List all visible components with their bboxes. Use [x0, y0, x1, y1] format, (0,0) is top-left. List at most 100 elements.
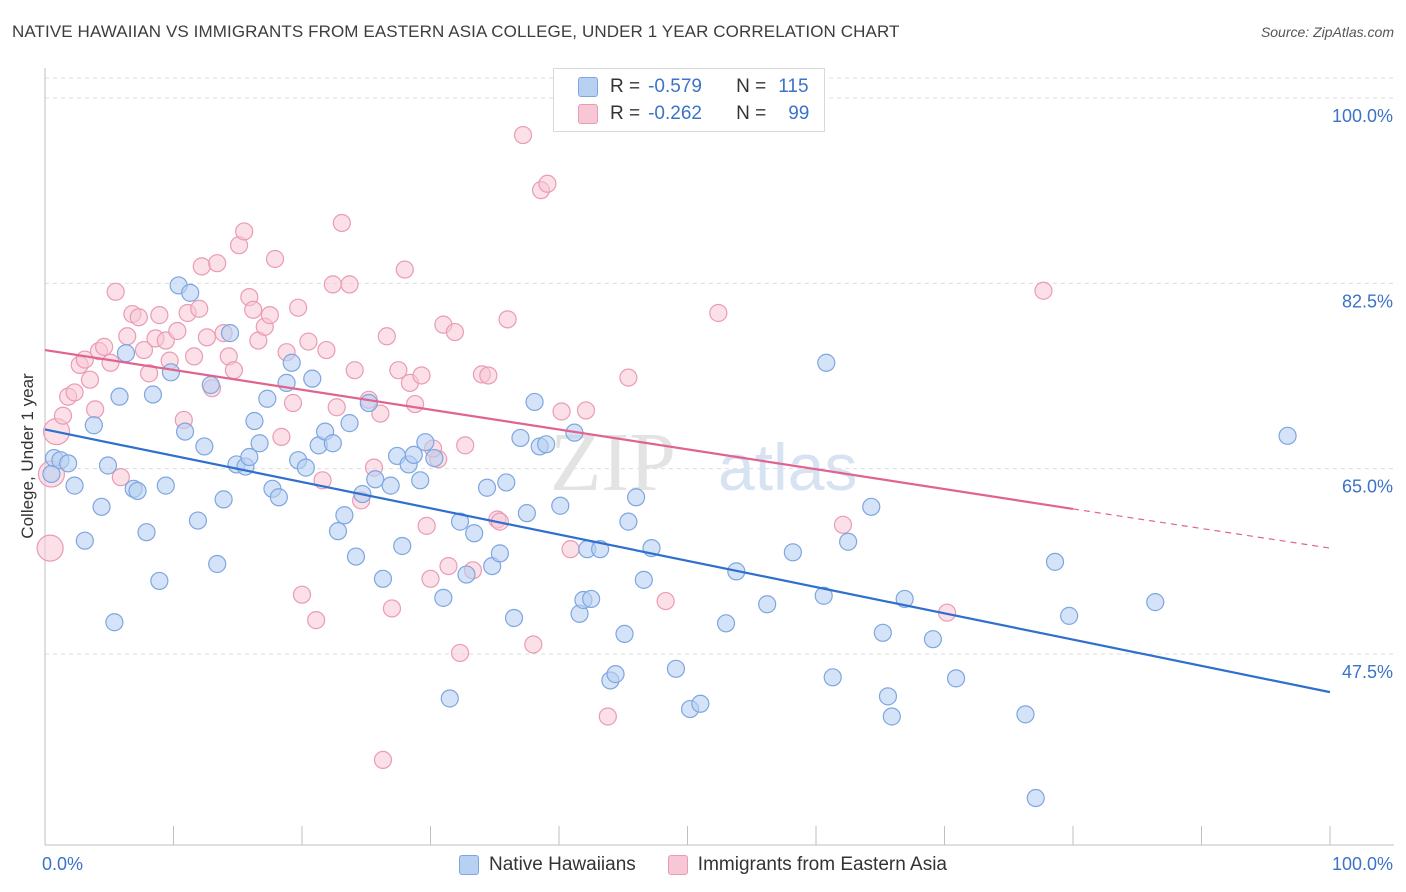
point-native-hawaiians — [691, 694, 710, 713]
point-native-hawaiians — [814, 586, 833, 605]
point-native-hawaiians — [511, 428, 530, 448]
point-immigrants-eastern-asia — [168, 321, 187, 341]
point-native-hawaiians — [619, 512, 638, 531]
point-native-hawaiians — [504, 608, 524, 628]
point-native-hawaiians — [477, 478, 497, 497]
x-tick-label: 100.0% — [1332, 854, 1393, 874]
legend-r-value: -0.262 — [648, 103, 702, 124]
point-immigrants-eastern-asia — [197, 328, 217, 347]
point-native-hawaiians — [946, 669, 966, 688]
point-native-hawaiians — [1060, 606, 1079, 625]
point-native-hawaiians — [615, 624, 634, 643]
point-immigrants-eastern-asia — [833, 515, 853, 534]
point-native-hawaiians — [817, 353, 836, 372]
point-native-hawaiians — [525, 392, 544, 412]
point-immigrants-eastern-asia — [299, 332, 318, 351]
point-native-hawaiians — [551, 496, 570, 515]
trend-line-extension-immigrants-eastern-asia — [1072, 508, 1331, 549]
point-native-hawaiians — [923, 630, 943, 649]
point-immigrants-eastern-asia — [150, 306, 169, 325]
legend-label-immigrants-eastern-asia: Immigrants from Eastern Asia — [697, 854, 947, 875]
point-native-hawaiians — [873, 623, 892, 642]
point-native-hawaiians — [497, 473, 516, 492]
y-tick-label: 65.0% — [1342, 477, 1393, 497]
point-native-hawaiians — [110, 387, 129, 406]
point-immigrants-eastern-asia — [561, 540, 580, 559]
correlation-legend: R = -0.579 N = 115 R = -0.262 N = 99 — [553, 68, 825, 132]
point-native-hawaiians — [716, 614, 736, 633]
point-immigrants-eastern-asia — [373, 750, 393, 770]
point-native-hawaiians — [404, 445, 423, 464]
legend-swatch-pink — [578, 104, 598, 124]
point-immigrants-eastern-asia — [498, 310, 517, 329]
point-native-hawaiians — [188, 511, 208, 530]
point-immigrants-eastern-asia — [389, 361, 408, 380]
point-native-hawaiians — [537, 435, 556, 454]
point-immigrants-eastern-asia — [111, 468, 130, 487]
point-immigrants-eastern-asia — [184, 347, 204, 366]
point-immigrants-eastern-asia — [323, 275, 342, 294]
point-native-hawaiians — [895, 589, 914, 609]
point-native-hawaiians — [411, 471, 430, 490]
point-native-hawaiians — [128, 481, 147, 501]
point-native-hawaiians — [258, 389, 277, 408]
point-native-hawaiians — [137, 523, 156, 542]
point-native-hawaiians — [457, 565, 476, 584]
point-native-hawaiians — [98, 456, 118, 475]
point-immigrants-eastern-asia — [272, 427, 291, 446]
point-immigrants-eastern-asia — [340, 275, 359, 294]
legend-item-immigrants-eastern-asia: Immigrants from Eastern Asia — [667, 854, 947, 876]
point-immigrants-eastern-asia — [190, 299, 209, 318]
point-native-hawaiians — [220, 324, 240, 343]
point-native-hawaiians — [450, 512, 470, 531]
source-label: Source: ZipAtlas.com — [1260, 24, 1394, 40]
legend-n-label: N = — [736, 76, 767, 97]
point-native-hawaiians — [666, 659, 686, 678]
point-native-hawaiians — [201, 375, 220, 395]
point-immigrants-eastern-asia — [129, 308, 148, 327]
point-immigrants-eastern-asia — [192, 257, 211, 276]
point-native-hawaiians — [878, 687, 898, 706]
point-native-hawaiians — [366, 470, 385, 489]
point-native-hawaiians — [245, 411, 264, 431]
point-immigrants-eastern-asia — [656, 591, 675, 611]
point-immigrants-eastern-asia — [417, 516, 436, 535]
point-native-hawaiians — [340, 414, 359, 433]
point-immigrants-eastern-asia — [224, 361, 243, 380]
point-immigrants-eastern-asia — [538, 174, 557, 193]
point-native-hawaiians — [373, 569, 393, 588]
point-immigrants-eastern-asia — [307, 611, 326, 630]
point-native-hawaiians — [150, 571, 169, 591]
point-immigrants-eastern-asia — [405, 394, 425, 414]
point-immigrants-eastern-asia — [450, 643, 470, 663]
point-native-hawaiians — [381, 476, 400, 495]
legend-r-label: R = — [610, 76, 641, 97]
point-immigrants-eastern-asia — [101, 353, 120, 372]
point-native-hawaiians — [606, 665, 625, 684]
point-native-hawaiians — [181, 283, 200, 302]
point-immigrants-eastern-asia — [260, 306, 279, 325]
point-immigrants-eastern-asia — [327, 398, 346, 417]
point-immigrants-eastern-asia — [395, 260, 414, 279]
legend-label-native-hawaiians: Native Hawaiians — [489, 854, 636, 875]
legend-row-native-hawaiians: R = -0.579 N = 115 — [578, 75, 809, 99]
point-native-hawaiians — [84, 416, 103, 435]
point-immigrants-eastern-asia — [208, 254, 227, 273]
point-native-hawaiians — [434, 588, 453, 607]
point-immigrants-eastern-asia — [118, 327, 137, 346]
point-immigrants-eastern-asia — [1034, 281, 1053, 300]
point-immigrants-eastern-asia — [36, 534, 64, 562]
point-immigrants-eastern-asia — [86, 400, 105, 419]
legend-r-label: R = — [610, 103, 641, 124]
point-immigrants-eastern-asia — [134, 340, 154, 360]
trend-lines — [44, 348, 1331, 694]
point-immigrants-eastern-asia — [317, 340, 336, 360]
point-immigrants-eastern-asia — [513, 125, 533, 145]
point-native-hawaiians — [517, 504, 536, 523]
point-immigrants-eastern-asia — [244, 300, 263, 319]
point-native-hawaiians — [425, 448, 444, 468]
point-native-hawaiians — [634, 570, 653, 589]
point-native-hawaiians — [269, 488, 288, 507]
point-immigrants-eastern-asia — [412, 366, 431, 385]
